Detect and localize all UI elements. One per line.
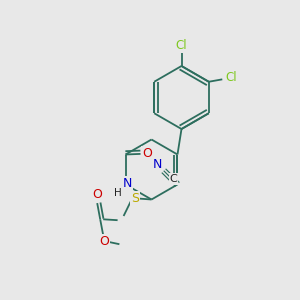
Text: O: O bbox=[92, 188, 102, 201]
Text: N: N bbox=[122, 177, 132, 190]
Text: O: O bbox=[100, 235, 109, 248]
Text: C: C bbox=[170, 174, 178, 184]
Text: Cl: Cl bbox=[226, 71, 237, 84]
Text: S: S bbox=[131, 192, 139, 205]
Text: O: O bbox=[142, 147, 152, 160]
Text: Cl: Cl bbox=[176, 39, 187, 52]
Text: H: H bbox=[114, 188, 122, 198]
Text: N: N bbox=[152, 158, 162, 171]
